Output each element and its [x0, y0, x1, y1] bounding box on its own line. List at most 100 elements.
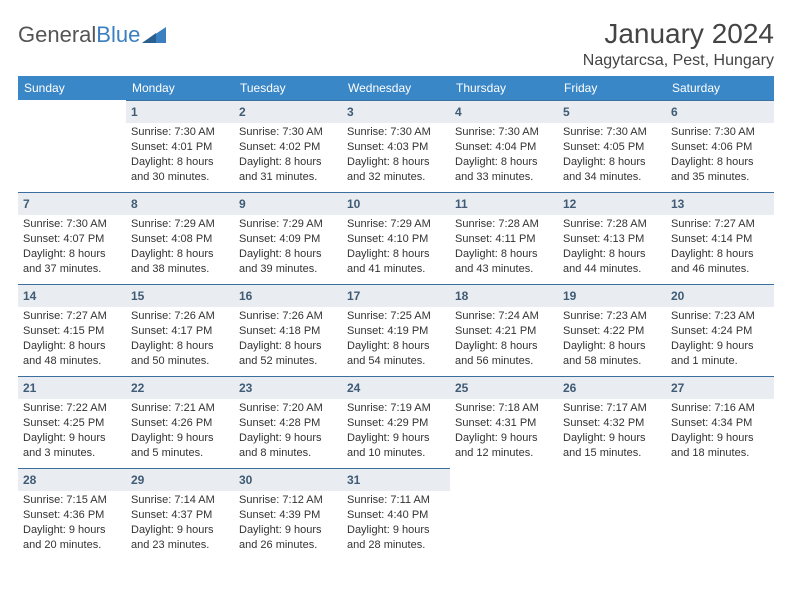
calendar-table: Sunday Monday Tuesday Wednesday Thursday… [18, 76, 774, 560]
day-sunrise: Sunrise: 7:19 AM [347, 401, 445, 416]
day-number: 30 [234, 468, 342, 491]
day-sunset: Sunset: 4:05 PM [563, 140, 661, 155]
day-number: 18 [450, 284, 558, 307]
day-sunset: Sunset: 4:13 PM [563, 232, 661, 247]
day-content: Sunrise: 7:18 AMSunset: 4:31 PMDaylight:… [450, 399, 558, 464]
day-d2: and 32 minutes. [347, 170, 445, 185]
day-content: Sunrise: 7:22 AMSunset: 4:25 PMDaylight:… [18, 399, 126, 464]
day-cell: 28Sunrise: 7:15 AMSunset: 4:36 PMDayligh… [18, 468, 126, 560]
day-number: 14 [18, 284, 126, 307]
weekday-header: Sunday [18, 76, 126, 100]
weekday-header-row: Sunday Monday Tuesday Wednesday Thursday… [18, 76, 774, 100]
day-d1: Daylight: 9 hours [239, 431, 337, 446]
brand-part2: Blue [96, 22, 140, 47]
weekday-header: Friday [558, 76, 666, 100]
day-sunset: Sunset: 4:21 PM [455, 324, 553, 339]
day-content: Sunrise: 7:29 AMSunset: 4:08 PMDaylight:… [126, 215, 234, 280]
day-number: 19 [558, 284, 666, 307]
day-sunrise: Sunrise: 7:29 AM [347, 217, 445, 232]
day-sunset: Sunset: 4:01 PM [131, 140, 229, 155]
day-cell: 8Sunrise: 7:29 AMSunset: 4:08 PMDaylight… [126, 192, 234, 284]
day-content: Sunrise: 7:14 AMSunset: 4:37 PMDaylight:… [126, 491, 234, 556]
day-content: Sunrise: 7:24 AMSunset: 4:21 PMDaylight:… [450, 307, 558, 372]
day-sunrise: Sunrise: 7:23 AM [671, 309, 769, 324]
day-d1: Daylight: 8 hours [455, 155, 553, 170]
day-cell: 10Sunrise: 7:29 AMSunset: 4:10 PMDayligh… [342, 192, 450, 284]
day-number: 5 [558, 100, 666, 123]
day-d1: Daylight: 8 hours [455, 247, 553, 262]
day-sunset: Sunset: 4:02 PM [239, 140, 337, 155]
day-d2: and 41 minutes. [347, 262, 445, 277]
day-sunset: Sunset: 4:34 PM [671, 416, 769, 431]
day-number: 2 [234, 100, 342, 123]
day-sunrise: Sunrise: 7:30 AM [671, 125, 769, 140]
day-number: 7 [18, 192, 126, 215]
day-number: 24 [342, 376, 450, 399]
day-d1: Daylight: 8 hours [23, 339, 121, 354]
day-d2: and 44 minutes. [563, 262, 661, 277]
day-number: 6 [666, 100, 774, 123]
day-d1: Daylight: 8 hours [239, 339, 337, 354]
day-content: Sunrise: 7:12 AMSunset: 4:39 PMDaylight:… [234, 491, 342, 556]
day-d1: Daylight: 8 hours [239, 155, 337, 170]
day-content: Sunrise: 7:28 AMSunset: 4:13 PMDaylight:… [558, 215, 666, 280]
brand-logo: GeneralBlue [18, 22, 168, 48]
day-cell: 24Sunrise: 7:19 AMSunset: 4:29 PMDayligh… [342, 376, 450, 468]
day-cell: 19Sunrise: 7:23 AMSunset: 4:22 PMDayligh… [558, 284, 666, 376]
day-d1: Daylight: 8 hours [131, 155, 229, 170]
weekday-header: Tuesday [234, 76, 342, 100]
day-d2: and 26 minutes. [239, 538, 337, 553]
day-d1: Daylight: 8 hours [563, 247, 661, 262]
day-cell: 22Sunrise: 7:21 AMSunset: 4:26 PMDayligh… [126, 376, 234, 468]
day-sunrise: Sunrise: 7:11 AM [347, 493, 445, 508]
day-d2: and 15 minutes. [563, 446, 661, 461]
weekday-header: Monday [126, 76, 234, 100]
day-number: 22 [126, 376, 234, 399]
day-content: Sunrise: 7:25 AMSunset: 4:19 PMDaylight:… [342, 307, 450, 372]
day-content: Sunrise: 7:30 AMSunset: 4:03 PMDaylight:… [342, 123, 450, 188]
day-content: Sunrise: 7:23 AMSunset: 4:22 PMDaylight:… [558, 307, 666, 372]
day-sunrise: Sunrise: 7:27 AM [671, 217, 769, 232]
day-d2: and 10 minutes. [347, 446, 445, 461]
day-cell [18, 100, 126, 192]
day-d1: Daylight: 8 hours [563, 155, 661, 170]
day-sunset: Sunset: 4:22 PM [563, 324, 661, 339]
day-d2: and 34 minutes. [563, 170, 661, 185]
day-sunset: Sunset: 4:08 PM [131, 232, 229, 247]
day-cell: 12Sunrise: 7:28 AMSunset: 4:13 PMDayligh… [558, 192, 666, 284]
day-sunset: Sunset: 4:04 PM [455, 140, 553, 155]
day-d1: Daylight: 8 hours [131, 339, 229, 354]
day-sunrise: Sunrise: 7:15 AM [23, 493, 121, 508]
day-d1: Daylight: 8 hours [455, 339, 553, 354]
day-number: 25 [450, 376, 558, 399]
day-sunrise: Sunrise: 7:27 AM [23, 309, 121, 324]
day-sunset: Sunset: 4:11 PM [455, 232, 553, 247]
day-sunrise: Sunrise: 7:30 AM [239, 125, 337, 140]
day-sunset: Sunset: 4:06 PM [671, 140, 769, 155]
week-row: 28Sunrise: 7:15 AMSunset: 4:36 PMDayligh… [18, 468, 774, 560]
header: GeneralBlue January 2024 Nagytarcsa, Pes… [18, 18, 774, 70]
day-d2: and 18 minutes. [671, 446, 769, 461]
day-sunset: Sunset: 4:17 PM [131, 324, 229, 339]
day-d2: and 52 minutes. [239, 354, 337, 369]
day-content: Sunrise: 7:17 AMSunset: 4:32 PMDaylight:… [558, 399, 666, 464]
day-content: Sunrise: 7:23 AMSunset: 4:24 PMDaylight:… [666, 307, 774, 372]
brand-part1: General [18, 22, 96, 47]
day-cell: 13Sunrise: 7:27 AMSunset: 4:14 PMDayligh… [666, 192, 774, 284]
day-cell: 11Sunrise: 7:28 AMSunset: 4:11 PMDayligh… [450, 192, 558, 284]
day-d2: and 30 minutes. [131, 170, 229, 185]
day-content: Sunrise: 7:30 AMSunset: 4:05 PMDaylight:… [558, 123, 666, 188]
day-number: 9 [234, 192, 342, 215]
day-d1: Daylight: 9 hours [131, 523, 229, 538]
day-sunset: Sunset: 4:07 PM [23, 232, 121, 247]
brand-triangle-icon [142, 25, 168, 45]
day-cell: 27Sunrise: 7:16 AMSunset: 4:34 PMDayligh… [666, 376, 774, 468]
day-d2: and 38 minutes. [131, 262, 229, 277]
day-content: Sunrise: 7:16 AMSunset: 4:34 PMDaylight:… [666, 399, 774, 464]
day-sunset: Sunset: 4:37 PM [131, 508, 229, 523]
day-sunset: Sunset: 4:32 PM [563, 416, 661, 431]
day-sunrise: Sunrise: 7:30 AM [563, 125, 661, 140]
day-number: 29 [126, 468, 234, 491]
day-d2: and 43 minutes. [455, 262, 553, 277]
day-sunrise: Sunrise: 7:25 AM [347, 309, 445, 324]
